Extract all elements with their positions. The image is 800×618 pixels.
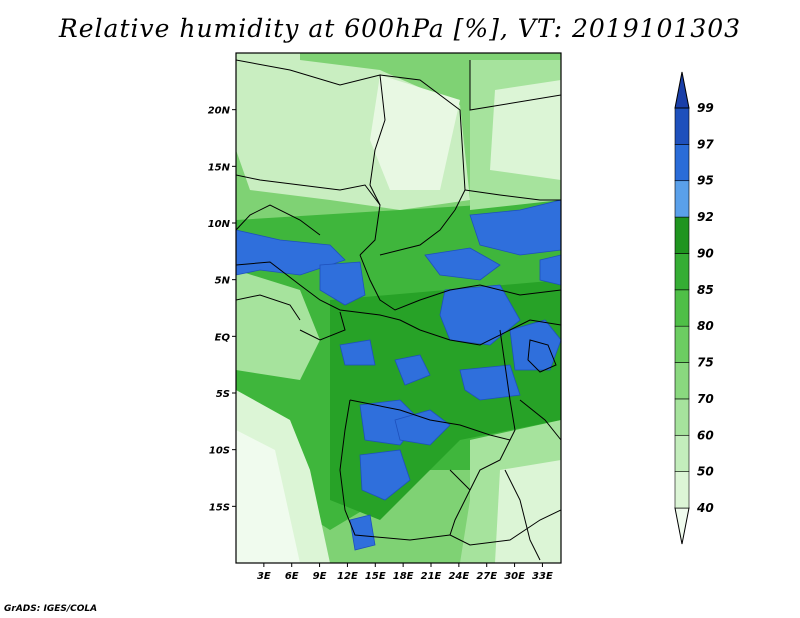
colorbar-level-label: 90 <box>697 246 714 260</box>
colorbar-segment <box>674 107 690 145</box>
lat-tick-label: 10N <box>208 219 231 230</box>
latitude-axis: 20N 15N 10N 5N EQ 5S 10S 15S <box>208 106 236 513</box>
grads-credit: GrADS: IGES/COLA <box>4 604 98 614</box>
colorbar-segment <box>674 289 690 327</box>
colorbar-segment <box>674 434 690 472</box>
lon-tick-label: 3E <box>257 571 271 582</box>
lat-tick-label: 5S <box>216 389 230 400</box>
colorbar-level-label: 50 <box>697 465 714 479</box>
colorbar-segment <box>674 471 690 509</box>
lat-tick-label: 15S <box>209 502 230 513</box>
colorbar-segment <box>674 398 690 436</box>
colorbar-level-label: 97 <box>697 137 714 151</box>
colorbar-level-label: 70 <box>697 392 714 406</box>
lon-tick-label: 30E <box>504 571 525 582</box>
lat-tick-label: EQ <box>215 332 231 343</box>
lon-tick-label: 18E <box>393 571 414 582</box>
colorbar-segment <box>674 180 690 218</box>
humidity-field <box>236 53 561 563</box>
lon-tick-label: 12E <box>337 571 358 582</box>
map-frame <box>235 52 562 564</box>
colorbar-segment <box>674 362 690 400</box>
lat-tick-label: 5N <box>215 276 231 287</box>
colorbar-level-label: 40 <box>696 501 714 515</box>
lon-tick-label: 21E <box>421 571 442 582</box>
country-borders <box>236 59 561 561</box>
map-title: Relative humidity at 600hPa [%], VT: 201… <box>58 14 742 43</box>
colorbar-level-label: 60 <box>697 428 714 442</box>
lon-tick-label: 6E <box>285 571 299 582</box>
colorbar-level-label: 80 <box>697 319 714 333</box>
colorbar: 40 50 60 70 75 80 85 90 92 95 97 99 <box>674 71 714 545</box>
colorbar-level-label: 99 <box>697 101 714 115</box>
colorbar-segment <box>674 144 690 182</box>
lon-tick-label: 24E <box>448 571 469 582</box>
lon-tick-label: 9E <box>313 571 327 582</box>
colorbar-segment <box>674 325 690 363</box>
colorbar-level-label: 95 <box>697 174 714 188</box>
colorbar-over-triangle <box>674 71 690 109</box>
lat-tick-label: 10S <box>209 446 230 457</box>
colorbar-segment <box>674 216 690 254</box>
colorbar-level-label: 75 <box>697 356 714 370</box>
colorbar-level-label: 92 <box>697 210 714 224</box>
longitude-axis: 3E 6E 9E 12E 15E 18E 21E 24E 27E 30E 33E <box>257 563 553 582</box>
lon-tick-label: 33E <box>532 571 553 582</box>
lon-tick-label: 15E <box>365 571 386 582</box>
colorbar-under-triangle <box>674 507 690 545</box>
lat-tick-label: 15N <box>208 162 231 173</box>
lon-tick-label: 27E <box>476 571 497 582</box>
colorbar-level-label: 85 <box>697 283 714 297</box>
lat-tick-label: 20N <box>208 106 231 117</box>
colorbar-segment <box>674 253 690 291</box>
